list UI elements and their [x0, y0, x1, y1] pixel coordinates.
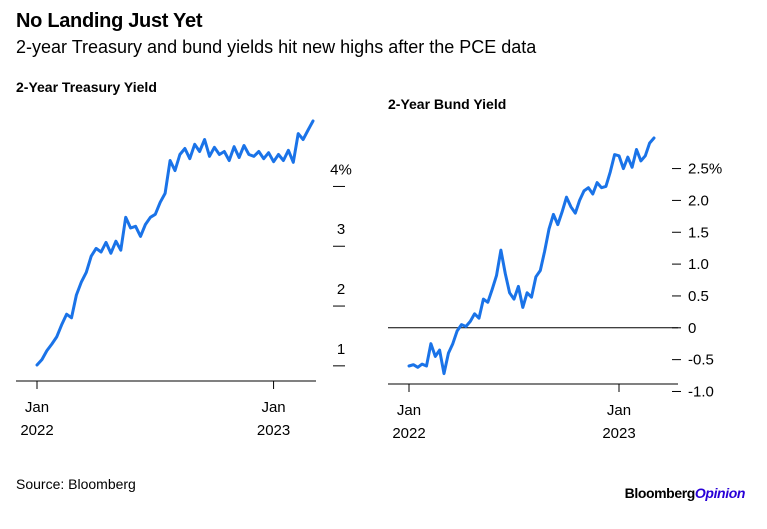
treasury-y-tick-label-0: 1 [337, 341, 345, 358]
treasury-x-tick-label-1: Jan 2023 [257, 399, 290, 439]
treasury-y-tick-label-3: 4% [330, 161, 352, 178]
chart-title: No Landing Just Yet [16, 10, 203, 32]
treasury-y-tick-label-2: 3 [337, 221, 345, 238]
bund-y-tick-label-4: 1.0 [688, 256, 709, 273]
brand-logo-opinion: Opinion [694, 485, 745, 501]
bund-panel-title: 2-Year Bund Yield [388, 96, 507, 112]
bund-y-tick-label-0: -1.0 [688, 383, 714, 400]
bund-y-tick-label-1: -0.5 [688, 352, 714, 369]
treasury-y-tick-label-1: 2 [337, 281, 345, 298]
bund-y-tick-label-3: 0.5 [688, 288, 709, 305]
bund-y-tick-label-7: 2.5% [688, 161, 722, 178]
chart-subtitle: 2-year Treasury and bund yields hit new … [16, 37, 537, 57]
bund-y-tick-label-2: 0 [688, 320, 696, 337]
bund-x-tick-label-1: Jan 2023 [602, 402, 635, 442]
bund-y-tick-label-6: 2.0 [688, 192, 709, 209]
treasury-x-tick-label-0: Jan 2022 [20, 399, 53, 439]
treasury-series-line [35, 119, 315, 367]
source-note: Source: Bloomberg [16, 476, 136, 492]
brand-logo-bloomberg: Bloomberg [624, 485, 696, 501]
bund-x-tick-label-0: Jan 2022 [392, 402, 425, 442]
bund-series-line [407, 136, 656, 376]
treasury-panel-title: 2-Year Treasury Yield [16, 79, 157, 95]
brand-logo: BloombergOpinion [624, 485, 746, 501]
bund-y-tick-label-5: 1.5 [688, 224, 709, 241]
